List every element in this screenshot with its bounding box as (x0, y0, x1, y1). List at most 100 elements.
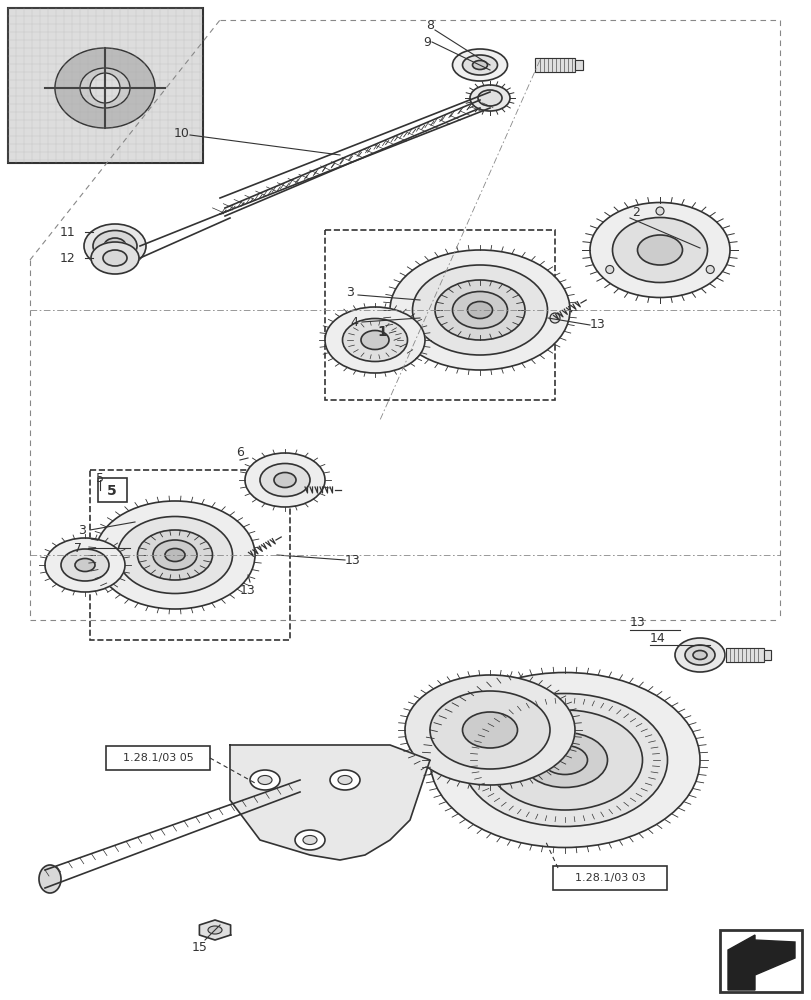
Ellipse shape (324, 307, 424, 373)
Ellipse shape (462, 712, 517, 748)
Ellipse shape (462, 694, 667, 826)
Text: 12: 12 (59, 251, 75, 264)
Ellipse shape (590, 202, 729, 298)
Ellipse shape (258, 775, 272, 784)
Text: 10: 10 (174, 127, 190, 140)
Text: 13: 13 (240, 584, 255, 596)
Text: 13: 13 (345, 554, 360, 566)
Ellipse shape (487, 710, 642, 810)
Ellipse shape (61, 549, 109, 581)
Text: 13: 13 (629, 615, 645, 629)
Ellipse shape (137, 530, 212, 580)
Ellipse shape (245, 453, 324, 507)
Text: 14: 14 (650, 632, 665, 645)
Circle shape (706, 265, 714, 273)
Ellipse shape (342, 318, 407, 361)
Ellipse shape (542, 746, 587, 774)
Text: 5: 5 (107, 484, 117, 498)
Ellipse shape (674, 638, 724, 672)
Ellipse shape (692, 650, 706, 660)
Ellipse shape (478, 90, 501, 106)
Text: 5: 5 (96, 472, 104, 485)
Ellipse shape (452, 49, 507, 81)
Bar (534, 58, 574, 72)
Bar (8, 8, 203, 163)
Bar (763, 650, 770, 660)
Ellipse shape (303, 835, 316, 844)
Bar (574, 60, 582, 70)
Text: 7: 7 (74, 542, 82, 554)
Polygon shape (230, 745, 430, 860)
Text: 6: 6 (236, 446, 243, 458)
Ellipse shape (91, 242, 139, 274)
Circle shape (655, 207, 663, 215)
Ellipse shape (361, 330, 388, 350)
FancyBboxPatch shape (98, 478, 127, 502)
Ellipse shape (165, 548, 185, 562)
Text: 9: 9 (423, 36, 431, 49)
Ellipse shape (260, 464, 310, 496)
Ellipse shape (329, 770, 359, 790)
Ellipse shape (250, 770, 280, 790)
Text: 4: 4 (350, 316, 358, 328)
Circle shape (245, 550, 255, 560)
Circle shape (549, 313, 560, 323)
Ellipse shape (104, 238, 126, 254)
FancyBboxPatch shape (552, 866, 666, 890)
Ellipse shape (521, 732, 607, 788)
Text: 2: 2 (631, 206, 639, 219)
Bar (719, 930, 801, 992)
Text: 3: 3 (345, 286, 354, 300)
Ellipse shape (467, 302, 492, 318)
Ellipse shape (389, 250, 569, 370)
Polygon shape (200, 920, 230, 940)
Ellipse shape (412, 265, 547, 355)
Bar (534, 58, 574, 72)
Ellipse shape (45, 538, 125, 592)
Circle shape (90, 73, 120, 103)
Text: 3: 3 (78, 524, 86, 536)
Bar (725, 648, 763, 662)
Ellipse shape (435, 280, 525, 340)
Ellipse shape (118, 516, 232, 593)
Bar (763, 650, 770, 660)
Ellipse shape (337, 775, 351, 784)
Ellipse shape (75, 558, 95, 572)
Ellipse shape (430, 672, 699, 848)
Ellipse shape (684, 645, 714, 665)
Ellipse shape (474, 90, 504, 110)
Text: 8: 8 (426, 19, 433, 32)
Ellipse shape (452, 292, 507, 328)
FancyBboxPatch shape (106, 746, 210, 770)
Ellipse shape (294, 830, 324, 850)
Ellipse shape (55, 48, 155, 128)
FancyBboxPatch shape (367, 318, 397, 342)
Circle shape (299, 485, 310, 495)
Ellipse shape (93, 231, 137, 261)
Ellipse shape (39, 865, 61, 893)
Ellipse shape (152, 540, 197, 570)
Text: 15: 15 (192, 941, 208, 954)
Text: 1: 1 (376, 325, 386, 339)
Ellipse shape (95, 501, 255, 609)
Polygon shape (727, 935, 794, 990)
Ellipse shape (405, 675, 574, 785)
Text: 13: 13 (590, 318, 605, 332)
Bar (725, 648, 763, 662)
Bar (574, 60, 582, 70)
Text: 1.28.1/03 03: 1.28.1/03 03 (574, 873, 645, 883)
Text: 1.28.1/03 05: 1.28.1/03 05 (122, 753, 193, 763)
Ellipse shape (273, 473, 296, 488)
Ellipse shape (208, 926, 221, 934)
Ellipse shape (84, 224, 146, 268)
Ellipse shape (470, 85, 509, 111)
Ellipse shape (611, 218, 706, 282)
Ellipse shape (430, 691, 549, 769)
Ellipse shape (80, 68, 130, 108)
Circle shape (605, 265, 613, 273)
Ellipse shape (637, 235, 682, 265)
Text: 11: 11 (59, 226, 75, 238)
Ellipse shape (472, 61, 487, 70)
Ellipse shape (462, 55, 497, 75)
Ellipse shape (103, 250, 127, 266)
